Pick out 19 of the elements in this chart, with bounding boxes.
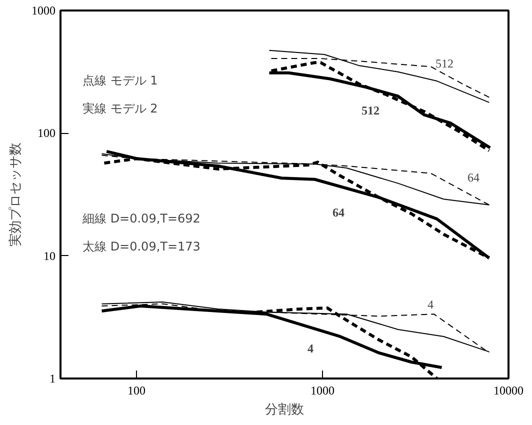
y-tick-label: 100 (38, 126, 56, 140)
annotation: 4 (308, 342, 314, 356)
y-axis-title: 実効プロセッサ数 (8, 142, 24, 246)
y-tick-label: 10 (44, 248, 56, 263)
annotation: 512 (362, 104, 380, 118)
annotation: 細線 D=0.09,T=692 (82, 212, 200, 226)
x-tick-label: 100 (128, 384, 146, 398)
annotation: 点線 モデル 1 (82, 74, 158, 88)
y-tick-label: 1000 (32, 4, 56, 18)
x-tick-label: 10000 (494, 384, 524, 398)
annotation: 太線 D=0.09,T=173 (82, 240, 200, 254)
annotation: 64 (332, 206, 344, 220)
annotation: 実線 モデル 2 (82, 102, 158, 116)
x-tick-label: 1000 (310, 384, 335, 398)
y-tick-label: 1 (50, 372, 56, 386)
x-axis-title: 分割数 (265, 402, 304, 418)
annotation: 4 (428, 298, 434, 312)
annotation: 64 (468, 170, 480, 184)
annotation: 512 (436, 56, 454, 70)
